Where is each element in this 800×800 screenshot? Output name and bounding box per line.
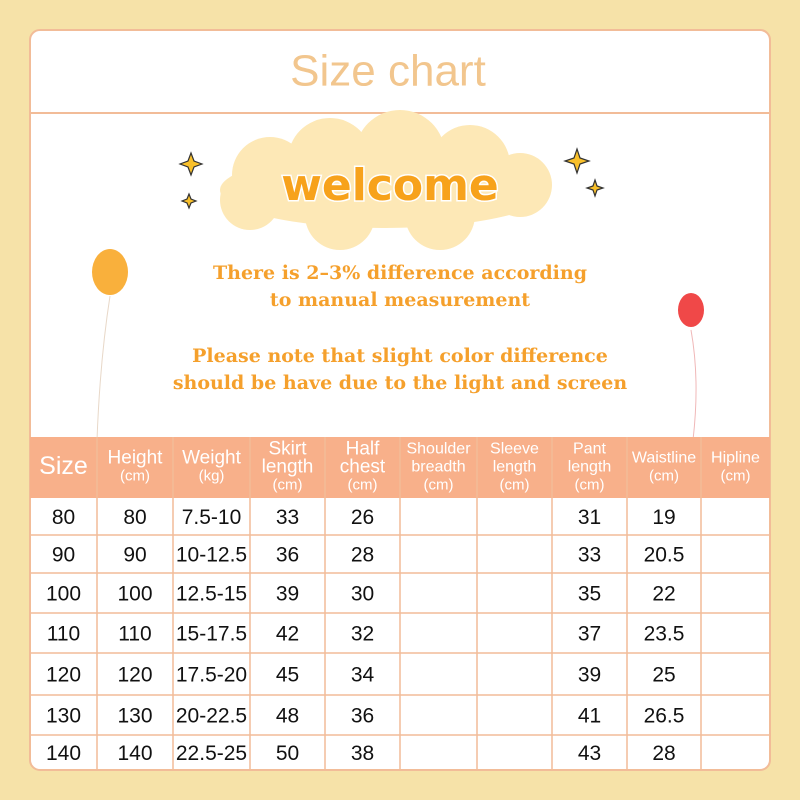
- cell: 41: [578, 705, 601, 728]
- cell: 20-22.5: [176, 705, 247, 728]
- cell: 42: [276, 623, 299, 646]
- cell: 130: [46, 705, 81, 728]
- cell: 25: [652, 664, 675, 687]
- note-line: should be have due to the light and scre…: [173, 372, 628, 394]
- cell: 22.5-25: [176, 742, 247, 765]
- header-cell: length: [493, 459, 537, 476]
- cell: 31: [578, 506, 601, 529]
- cell: 140: [117, 742, 152, 765]
- header-cell: (cm): [575, 476, 605, 493]
- header-cell: breadth: [411, 459, 465, 476]
- cell: 100: [46, 583, 81, 606]
- note-line: Please note that slight color difference: [192, 345, 608, 367]
- cell: 80: [52, 506, 75, 529]
- cell: 10-12.5: [176, 544, 247, 567]
- cell: 30: [351, 583, 374, 606]
- cell: 38: [351, 742, 374, 765]
- cell: 32: [351, 623, 374, 646]
- header-cell: chest: [340, 457, 386, 478]
- title: Size chart: [290, 47, 486, 96]
- cell: 19: [652, 506, 675, 529]
- header-cell: Size: [39, 452, 88, 480]
- cell: 48: [276, 705, 299, 728]
- cell: 100: [117, 583, 152, 606]
- cell: 120: [46, 664, 81, 687]
- cell: 39: [276, 583, 299, 606]
- header-cell: (cm): [348, 476, 378, 493]
- header-cell: length: [262, 457, 314, 478]
- cell: 90: [123, 544, 146, 567]
- header-cell: (kg): [199, 467, 225, 484]
- header-cell: (cm): [424, 476, 454, 493]
- cell: 26: [351, 506, 374, 529]
- cell: 12.5-15: [176, 583, 247, 606]
- cell: 140: [46, 742, 81, 765]
- cell: 110: [118, 623, 151, 646]
- header-cell: Pant: [573, 441, 606, 458]
- header-cell: Sleeve: [490, 441, 539, 458]
- header-cell: Height: [108, 448, 164, 469]
- cell: 26.5: [644, 705, 685, 728]
- header-cell: (cm): [649, 467, 679, 484]
- cell: 35: [578, 583, 601, 606]
- header-cell: (cm): [120, 467, 150, 484]
- cell: 45: [276, 664, 299, 687]
- stars: [178, 147, 605, 210]
- header-cell: (cm): [273, 476, 303, 493]
- cell: 33: [578, 544, 601, 567]
- cell: 39: [578, 664, 601, 687]
- cell: 130: [117, 705, 152, 728]
- cell: 90: [52, 544, 75, 567]
- cell: 34: [351, 664, 375, 687]
- cell: 120: [117, 664, 152, 687]
- cell: 36: [276, 544, 299, 567]
- cell: 110: [47, 623, 80, 646]
- cloud: [220, 110, 552, 250]
- cell: 80: [123, 506, 146, 529]
- header-cell: Shoulder: [406, 441, 471, 458]
- cell: 7.5-10: [182, 506, 242, 529]
- header-cell: (cm): [721, 467, 751, 484]
- cell: 15-17.5: [176, 623, 247, 646]
- cell: 37: [578, 623, 601, 646]
- cell: 36: [351, 705, 374, 728]
- balloons: [92, 249, 704, 441]
- cell: 23.5: [644, 623, 685, 646]
- header-cell: length: [568, 459, 612, 476]
- header-cell: Skirt: [269, 439, 308, 460]
- header-cell: Waistline: [632, 450, 696, 467]
- cell: 33: [276, 506, 299, 529]
- cell: 43: [578, 742, 601, 765]
- note-line: to manual measurement: [270, 289, 530, 311]
- header-cell: (cm): [500, 476, 530, 493]
- cell: 28: [652, 742, 675, 765]
- header-cell: Weight: [182, 448, 242, 469]
- cell: 22: [652, 583, 675, 606]
- note-line: There is 2–3% difference according: [213, 262, 587, 284]
- cell: 50: [276, 742, 299, 765]
- welcome: welcome: [281, 160, 499, 211]
- header-cell: Hipline: [711, 450, 760, 467]
- header-cell: Half: [346, 439, 381, 460]
- cell: 20.5: [644, 544, 685, 567]
- cell: 28: [351, 544, 374, 567]
- cell: 17.5-20: [176, 664, 247, 687]
